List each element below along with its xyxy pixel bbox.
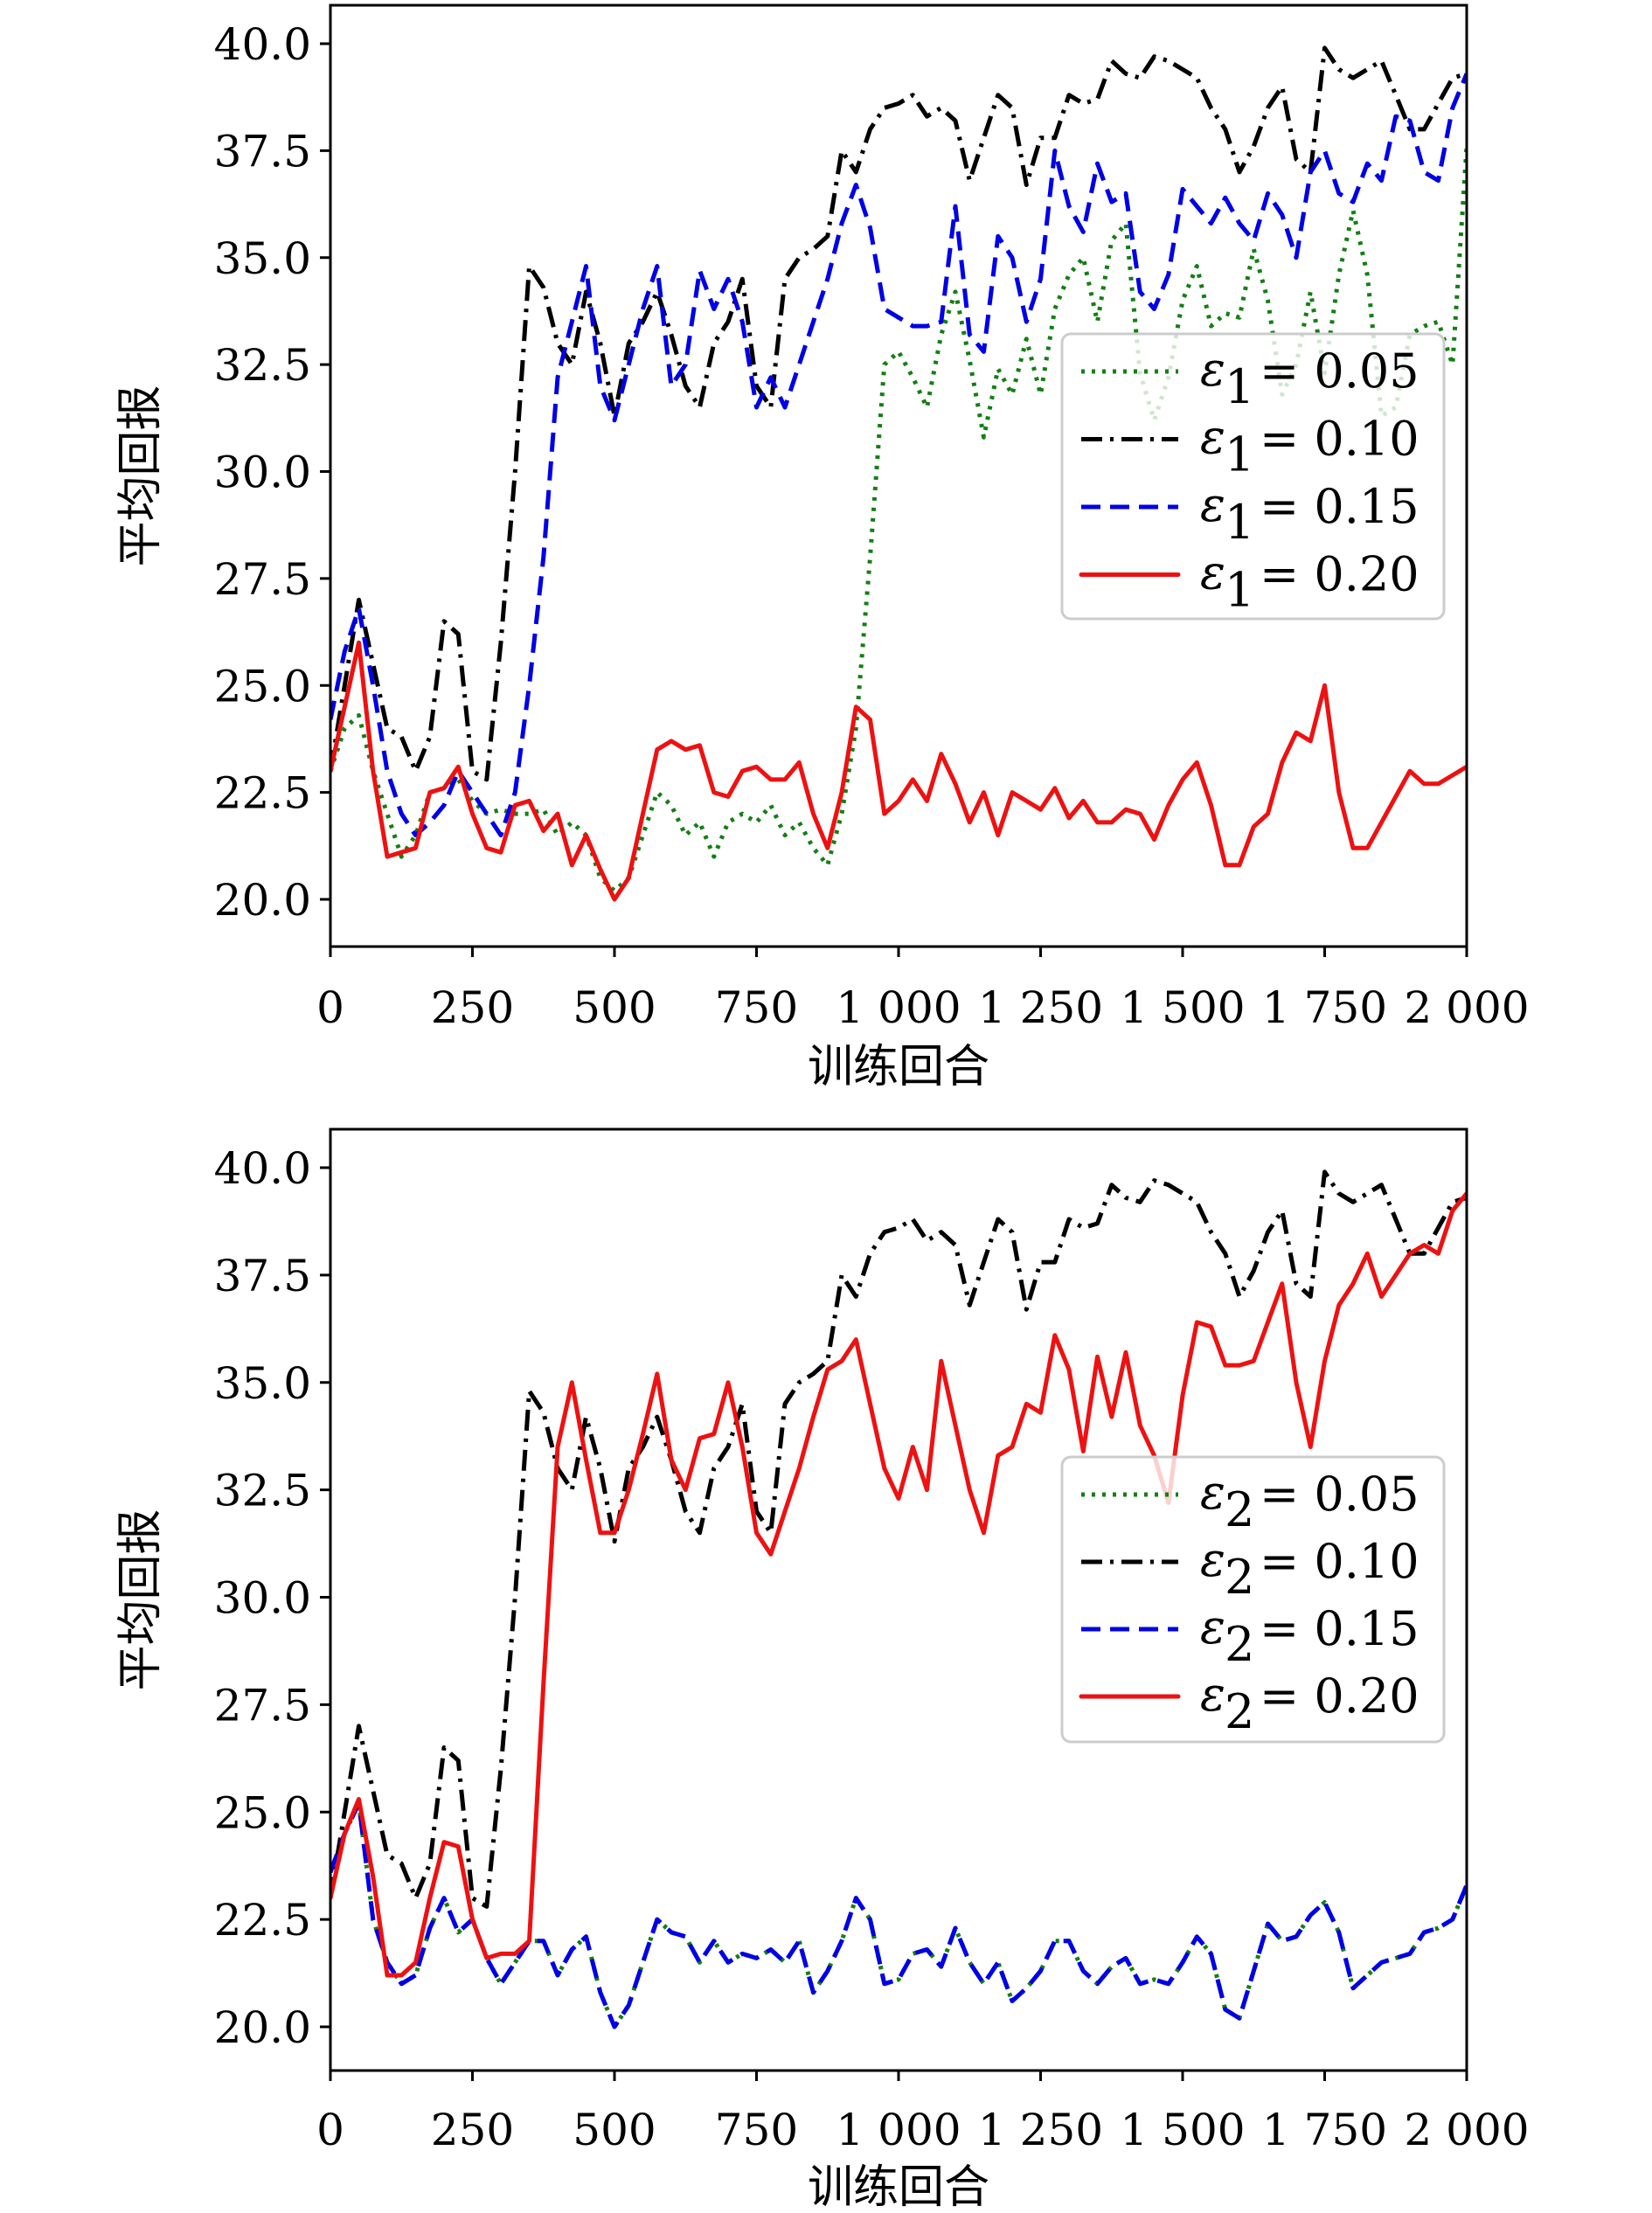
- y-tick-label: 37.5: [214, 126, 311, 177]
- y-tick-label: 40.0: [214, 1143, 311, 1194]
- chart-top: 0 250 500 750 1 000 1 250 1 500 1 750 2 000 20.0…: [115, 3, 1530, 1093]
- series-line-solid: [330, 640, 1467, 902]
- x-tick-label: 1 000: [836, 2105, 961, 2155]
- x-tick-label: 2 000: [1404, 2105, 1529, 2155]
- legend-subscript: 2: [1225, 1617, 1254, 1672]
- x-tick-label: 250: [431, 2105, 514, 2155]
- legend-label: = 0.15: [1260, 1601, 1419, 1656]
- legend-symbol: ε: [1200, 545, 1225, 600]
- x-tick-label: 0: [316, 982, 344, 1033]
- legend: ε 2 = 0.05ε 2 = 0.10ε 2 = 0.15ε 2 = 0.20: [1060, 1455, 1446, 1744]
- x-tick-label: 500: [573, 2105, 656, 2155]
- legend-symbol: ε: [1200, 1465, 1225, 1520]
- legend: ε 1 = 0.05ε 1 = 0.10ε 1 = 0.15ε 1 = 0.20: [1060, 332, 1446, 621]
- x-tick-label: 1 500: [1120, 2105, 1245, 2155]
- legend-subscript: 1: [1225, 427, 1254, 482]
- y-tick-label: 30.0: [214, 1573, 311, 1624]
- legend-entry: ε 1 = 0.05: [1081, 342, 1419, 414]
- legend-label: = 0.20: [1260, 547, 1419, 602]
- x-tick-label: 2 000: [1404, 982, 1529, 1033]
- x-axis: 0 250 500 750 1 000 1 250 1 500 1 750 2 000: [316, 2071, 1530, 2155]
- x-tick-label: 250: [431, 982, 514, 1033]
- y-axis-label: 平均回报: [115, 385, 167, 566]
- legend-label: = 0.20: [1260, 1668, 1419, 1724]
- legend-entry: ε 1 = 0.15: [1081, 477, 1419, 550]
- legend-entry: ε 2 = 0.15: [1081, 1599, 1419, 1672]
- x-tick-label: 0: [316, 2105, 344, 2155]
- legend-box: [1060, 332, 1446, 621]
- legend-symbol: ε: [1200, 1667, 1225, 1722]
- chart-bottom: 0 250 500 750 1 000 1 250 1 500 1 750 2 000 20.0…: [115, 1127, 1530, 2213]
- x-axis: 0 250 500 750 1 000 1 250 1 500 1 750 2 000: [316, 947, 1530, 1033]
- legend-subscript: 2: [1225, 1550, 1254, 1605]
- x-tick-label: 1 750: [1262, 982, 1387, 1033]
- legend-symbol: ε: [1200, 410, 1225, 465]
- legend-subscript: 2: [1225, 1482, 1254, 1537]
- x-tick-label: 1 500: [1120, 982, 1245, 1033]
- legend-entry: ε 2 = 0.10: [1081, 1532, 1419, 1605]
- legend-entry: ε 1 = 0.20: [1079, 545, 1419, 618]
- y-tick-label: 22.5: [214, 768, 311, 819]
- legend-subscript: 2: [1225, 1684, 1254, 1739]
- x-tick-label: 1 750: [1262, 2105, 1387, 2155]
- y-tick-label: 32.5: [214, 340, 311, 391]
- y-tick-label: 25.0: [214, 1787, 311, 1838]
- y-tick-label: 30.0: [214, 447, 311, 498]
- series-line-dashed: [330, 1800, 1467, 2029]
- legend-box: [1060, 1455, 1446, 1744]
- legend-symbol: ε: [1200, 477, 1225, 532]
- y-tick-label: 20.0: [214, 875, 311, 926]
- legend-label: = 0.05: [1260, 343, 1419, 399]
- legend-symbol: ε: [1200, 342, 1225, 397]
- y-tick-label: 35.0: [214, 1358, 311, 1409]
- y-tick-label: 27.5: [214, 1680, 311, 1731]
- legend-label: = 0.10: [1260, 1534, 1419, 1589]
- y-tick-label: 32.5: [214, 1466, 311, 1516]
- x-tick-label: 1 000: [836, 982, 961, 1033]
- legend-entry: ε 2 = 0.05: [1081, 1465, 1419, 1537]
- legend-entry: ε 1 = 0.10: [1081, 410, 1419, 482]
- x-axis-label: 训练回合: [808, 2161, 989, 2213]
- legend-symbol: ε: [1200, 1532, 1225, 1587]
- y-tick-label: 22.5: [214, 1895, 311, 1946]
- x-tick-label: 1 250: [978, 2105, 1103, 2155]
- y-axis: 20.0 22.5 25.0 27.5 30.0 32.5 35.0 37.5 40.0: [214, 19, 330, 926]
- y-tick-label: 27.5: [214, 554, 311, 605]
- x-tick-label: 750: [715, 982, 798, 1033]
- y-axis-label: 平均回报: [115, 1509, 167, 1690]
- y-tick-label: 20.0: [214, 2002, 311, 2053]
- legend-entry: ε 2 = 0.20: [1079, 1667, 1419, 1739]
- legend-label: = 0.15: [1260, 479, 1419, 534]
- plot-lines: [330, 1169, 1467, 2029]
- legend-label: = 0.10: [1260, 412, 1419, 467]
- legend-subscript: 1: [1225, 563, 1254, 618]
- x-tick-label: 750: [715, 2105, 798, 2155]
- y-axis: 20.0 22.5 25.0 27.5 30.0 32.5 35.0 37.5 40.0: [214, 1143, 330, 2053]
- x-axis-label: 训练回合: [808, 1041, 989, 1093]
- x-tick-label: 500: [573, 982, 656, 1033]
- y-tick-label: 25.0: [214, 661, 311, 711]
- series-line-dashdot: [330, 1169, 1467, 1909]
- legend-subscript: 1: [1225, 495, 1254, 550]
- series-line-dashed: [330, 73, 1467, 838]
- legend-symbol: ε: [1200, 1599, 1225, 1655]
- y-tick-label: 37.5: [214, 1251, 311, 1301]
- y-tick-label: 35.0: [214, 233, 311, 284]
- legend-label: = 0.05: [1260, 1467, 1419, 1522]
- series-line-dashdot: [330, 45, 1467, 782]
- series-line-solid: [330, 1191, 1467, 1978]
- legend-subscript: 1: [1225, 359, 1254, 414]
- y-tick-label: 40.0: [214, 19, 311, 70]
- x-tick-label: 1 250: [978, 982, 1103, 1033]
- series-line-dotted: [330, 1800, 1467, 2029]
